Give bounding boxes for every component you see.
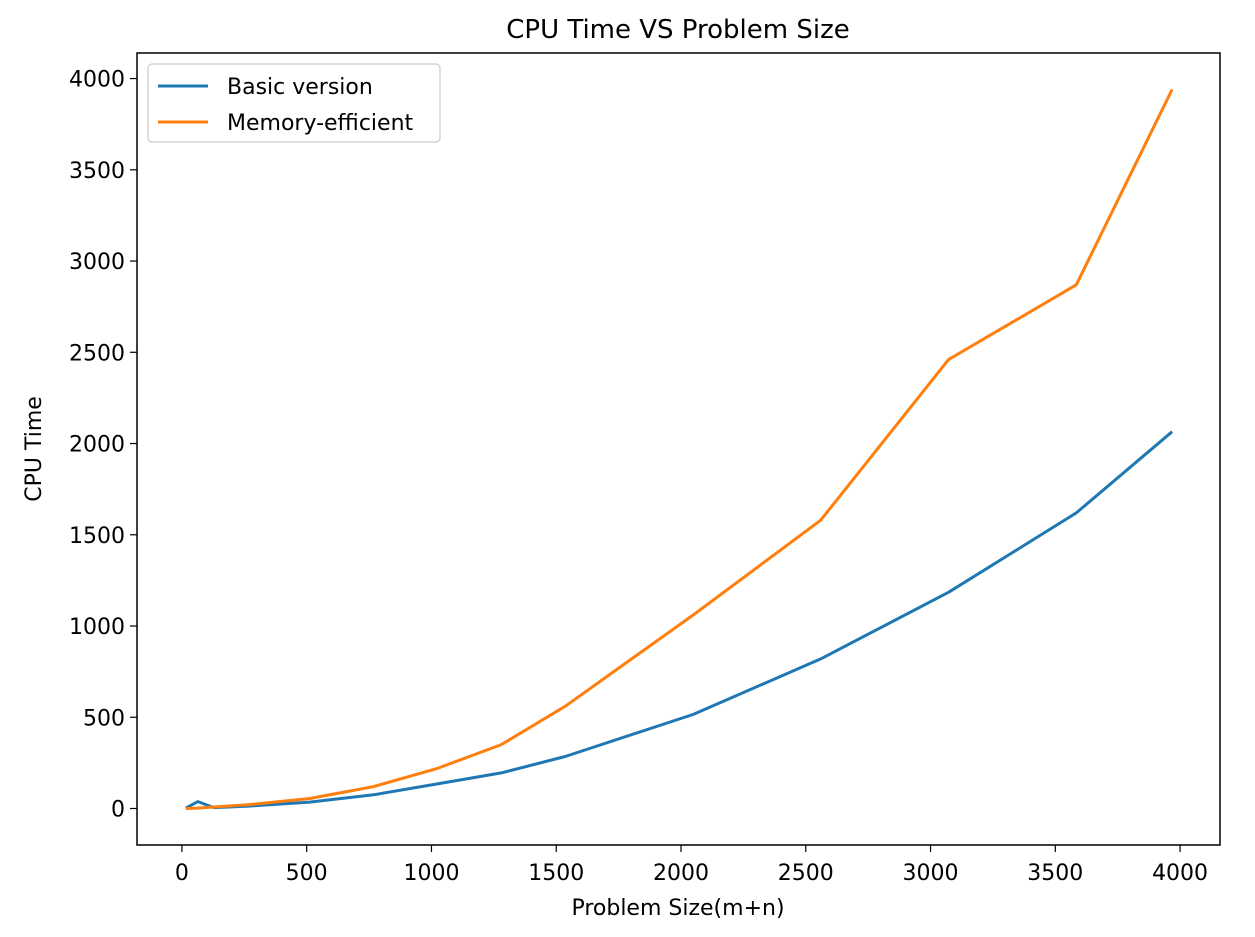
x-tick-label: 500 xyxy=(286,861,328,886)
series-line-2 xyxy=(185,88,1174,810)
y-tick-label: 1500 xyxy=(69,524,125,549)
plot-frame xyxy=(136,52,1221,846)
x-tick-label: 3500 xyxy=(1027,861,1083,886)
y-tick-label: 1000 xyxy=(69,615,125,640)
legend-label: Basic version xyxy=(227,75,373,100)
y-tick-label: 4000 xyxy=(69,68,125,93)
y-axis-label: CPU Time xyxy=(22,396,47,502)
x-tick-label: 1000 xyxy=(403,861,459,886)
x-tick-label: 2000 xyxy=(653,861,709,886)
series-lines xyxy=(185,88,1174,810)
legend-box xyxy=(147,63,441,143)
x-tick-label: 4000 xyxy=(1152,861,1208,886)
legend-label: Memory-efficient xyxy=(227,111,414,136)
y-tick-label: 2500 xyxy=(69,341,125,366)
x-tick-label: 0 xyxy=(175,861,189,886)
y-tick-label: 3000 xyxy=(69,250,125,275)
x-axis-ticks: 0 500 1000 1500 2000 2500 3000 3500 4000 xyxy=(175,845,1208,886)
y-tick-label: 500 xyxy=(83,706,125,731)
y-axis-ticks: 0 500 1000 1500 2000 2500 3000 3500 4000 xyxy=(69,68,137,823)
y-tick-label: 0 xyxy=(111,798,125,823)
series-line-1 xyxy=(185,430,1174,810)
y-tick-label: 2000 xyxy=(69,433,125,458)
chart-title: CPU Time VS Problem Size xyxy=(506,15,850,45)
x-axis-label: Problem Size(m+n) xyxy=(571,896,784,921)
x-tick-label: 3000 xyxy=(903,861,959,886)
y-tick-label: 3500 xyxy=(69,159,125,184)
x-tick-label: 1500 xyxy=(528,861,584,886)
legend: Basic version Memory-efficient xyxy=(147,63,441,143)
x-tick-label: 2500 xyxy=(778,861,834,886)
